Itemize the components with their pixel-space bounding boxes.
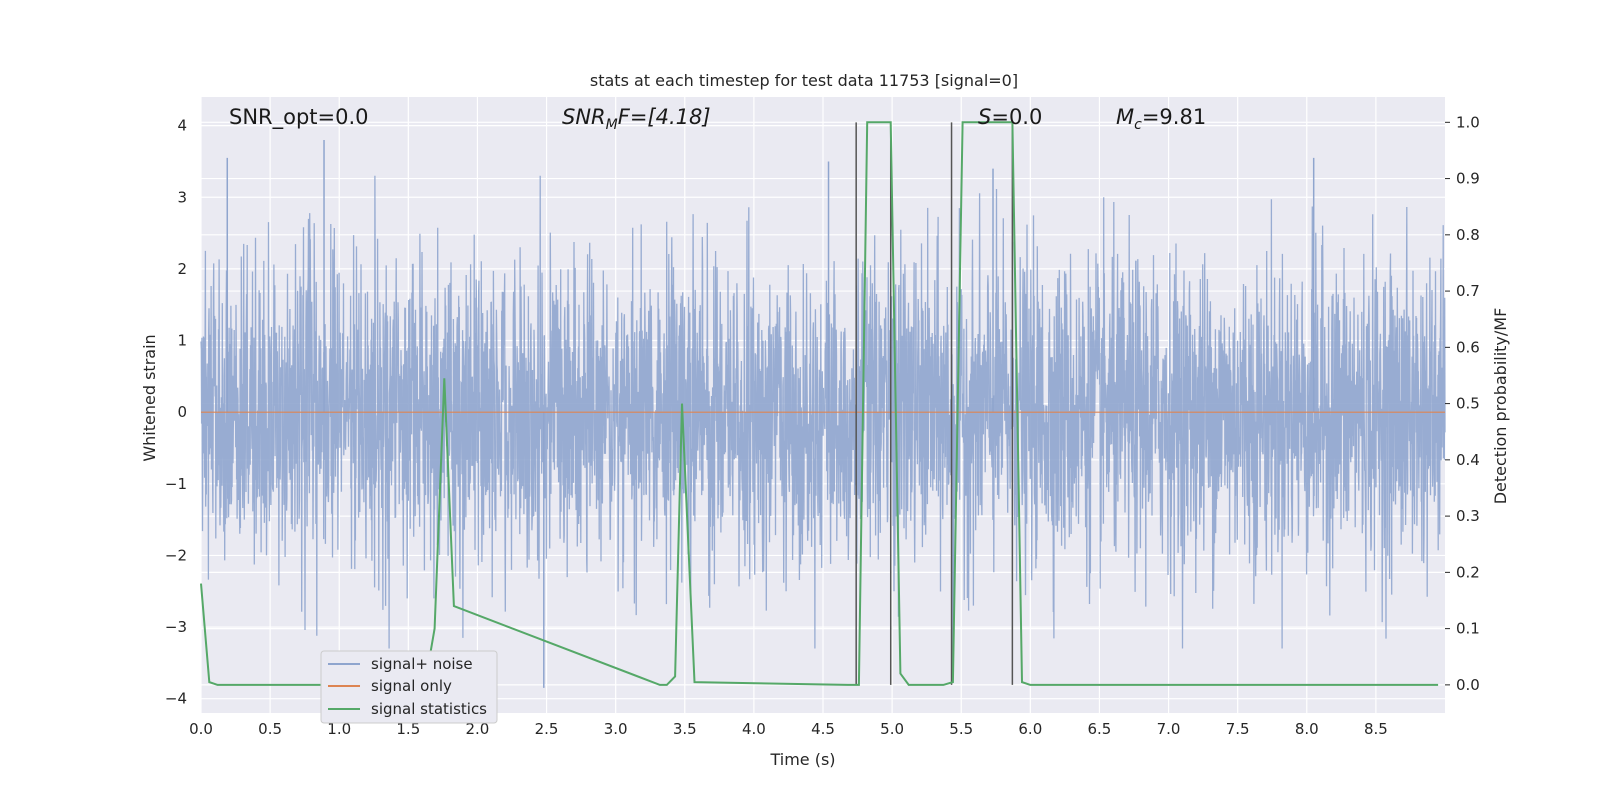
y-axis-right-label: Detection probability/MF [1491, 308, 1510, 505]
annotation-mc-tail: =9.81 [1142, 105, 1206, 129]
annotation-mc-main: M [1116, 105, 1134, 129]
x-tick-label: 7.5 [1226, 720, 1250, 738]
y-right-tick-label: 0.0 [1456, 676, 1480, 694]
signal-statistics-series [200, 121, 1439, 686]
x-tick-label: 1.5 [396, 720, 420, 738]
annotation-s-tail: =0.0 [991, 105, 1042, 129]
signal-statistics-line [200, 121, 1439, 686]
annotation-snr-mf: SNRMF=[4.18] [562, 105, 711, 133]
x-tick-label: 8.5 [1364, 720, 1388, 738]
annotation-snr-mf-tail: F=[4.18] [618, 105, 711, 129]
annotation-snr-mf-sub: M [606, 117, 618, 133]
y-tick-label: −3 [165, 618, 187, 636]
x-tick-label: 4.0 [742, 720, 766, 738]
y-right-tick-label: 0.7 [1456, 282, 1480, 300]
y-tick-label: −2 [165, 546, 187, 564]
x-tick-label: 6.0 [1018, 720, 1042, 738]
y-axis-left-ticks: −4 −3 −2 −1 0 1 2 3 4 [165, 117, 187, 708]
y-right-tick-label: 0.1 [1456, 620, 1480, 638]
legend: signal+ noise signal only signal statist… [320, 650, 498, 724]
noise-line [200, 175, 1446, 649]
legend-label-signal-only: signal only [371, 677, 452, 695]
y-right-tick-label: 0.5 [1456, 395, 1480, 413]
x-tick-label: 0.5 [258, 720, 282, 738]
annotation-mc: Mc=9.81 [1116, 105, 1206, 133]
y-tick-label: 3 [177, 188, 187, 206]
legend-label-noise: signal+ noise [371, 655, 473, 673]
x-tick-label: 2.5 [535, 720, 559, 738]
annotation-snr-opt: SNR_opt=0.0 [229, 105, 369, 130]
y-tick-label: −1 [165, 475, 187, 493]
x-tick-label: 6.5 [1088, 720, 1112, 738]
y-tick-label: 2 [177, 260, 187, 278]
x-tick-label: 8.0 [1295, 720, 1319, 738]
x-tick-label: 5.0 [880, 720, 904, 738]
y-right-tick-label: 0.3 [1456, 507, 1480, 525]
x-tick-label: 7.0 [1157, 720, 1181, 738]
y-tick-label: 4 [177, 117, 187, 135]
y-axis-label: Whitened strain [140, 334, 159, 461]
y-right-tick-label: 0.8 [1456, 226, 1480, 244]
y-tick-label: 1 [177, 332, 187, 350]
legend-label-statistics: signal statistics [371, 700, 487, 718]
x-axis-label: Time (s) [769, 750, 835, 769]
chart-title: stats at each timestep for test data 117… [590, 71, 1018, 90]
x-tick-label: 3.0 [604, 720, 628, 738]
legend-box [320, 650, 498, 724]
x-tick-label: 1.0 [327, 720, 351, 738]
x-tick-label: 5.5 [949, 720, 973, 738]
x-tick-label: 0.0 [189, 720, 213, 738]
x-tick-label: 2.0 [466, 720, 490, 738]
annotation-snr-mf-main: SNR [562, 105, 606, 129]
x-tick-label: 4.5 [811, 720, 835, 738]
annotation-s-main: S [978, 105, 991, 129]
y-tick-label: −4 [165, 690, 187, 708]
annotation-s: S=0.0 [978, 105, 1042, 129]
y-right-tick-label: 0.4 [1456, 451, 1480, 469]
y-right-tick-label: 0.9 [1456, 170, 1480, 188]
x-tick-label: 3.5 [673, 720, 697, 738]
y-axis-right-ticks: 0.0 0.1 0.2 0.3 0.4 0.5 0.6 0.7 0.8 0.9 1.0 [1445, 113, 1480, 694]
annotation-mc-sub: c [1134, 117, 1142, 133]
y-right-tick-label: 0.6 [1456, 338, 1480, 356]
y-right-tick-label: 0.2 [1456, 563, 1480, 581]
vertical-lines [855, 122, 1014, 685]
y-tick-label: 0 [177, 403, 187, 421]
x-axis-ticks: 0.0 0.5 1.0 1.5 2.0 2.5 3.0 3.5 4.0 4.5 5.0 5.5 6.0 6… [189, 720, 1388, 738]
y-right-tick-label: 1.0 [1456, 113, 1480, 131]
